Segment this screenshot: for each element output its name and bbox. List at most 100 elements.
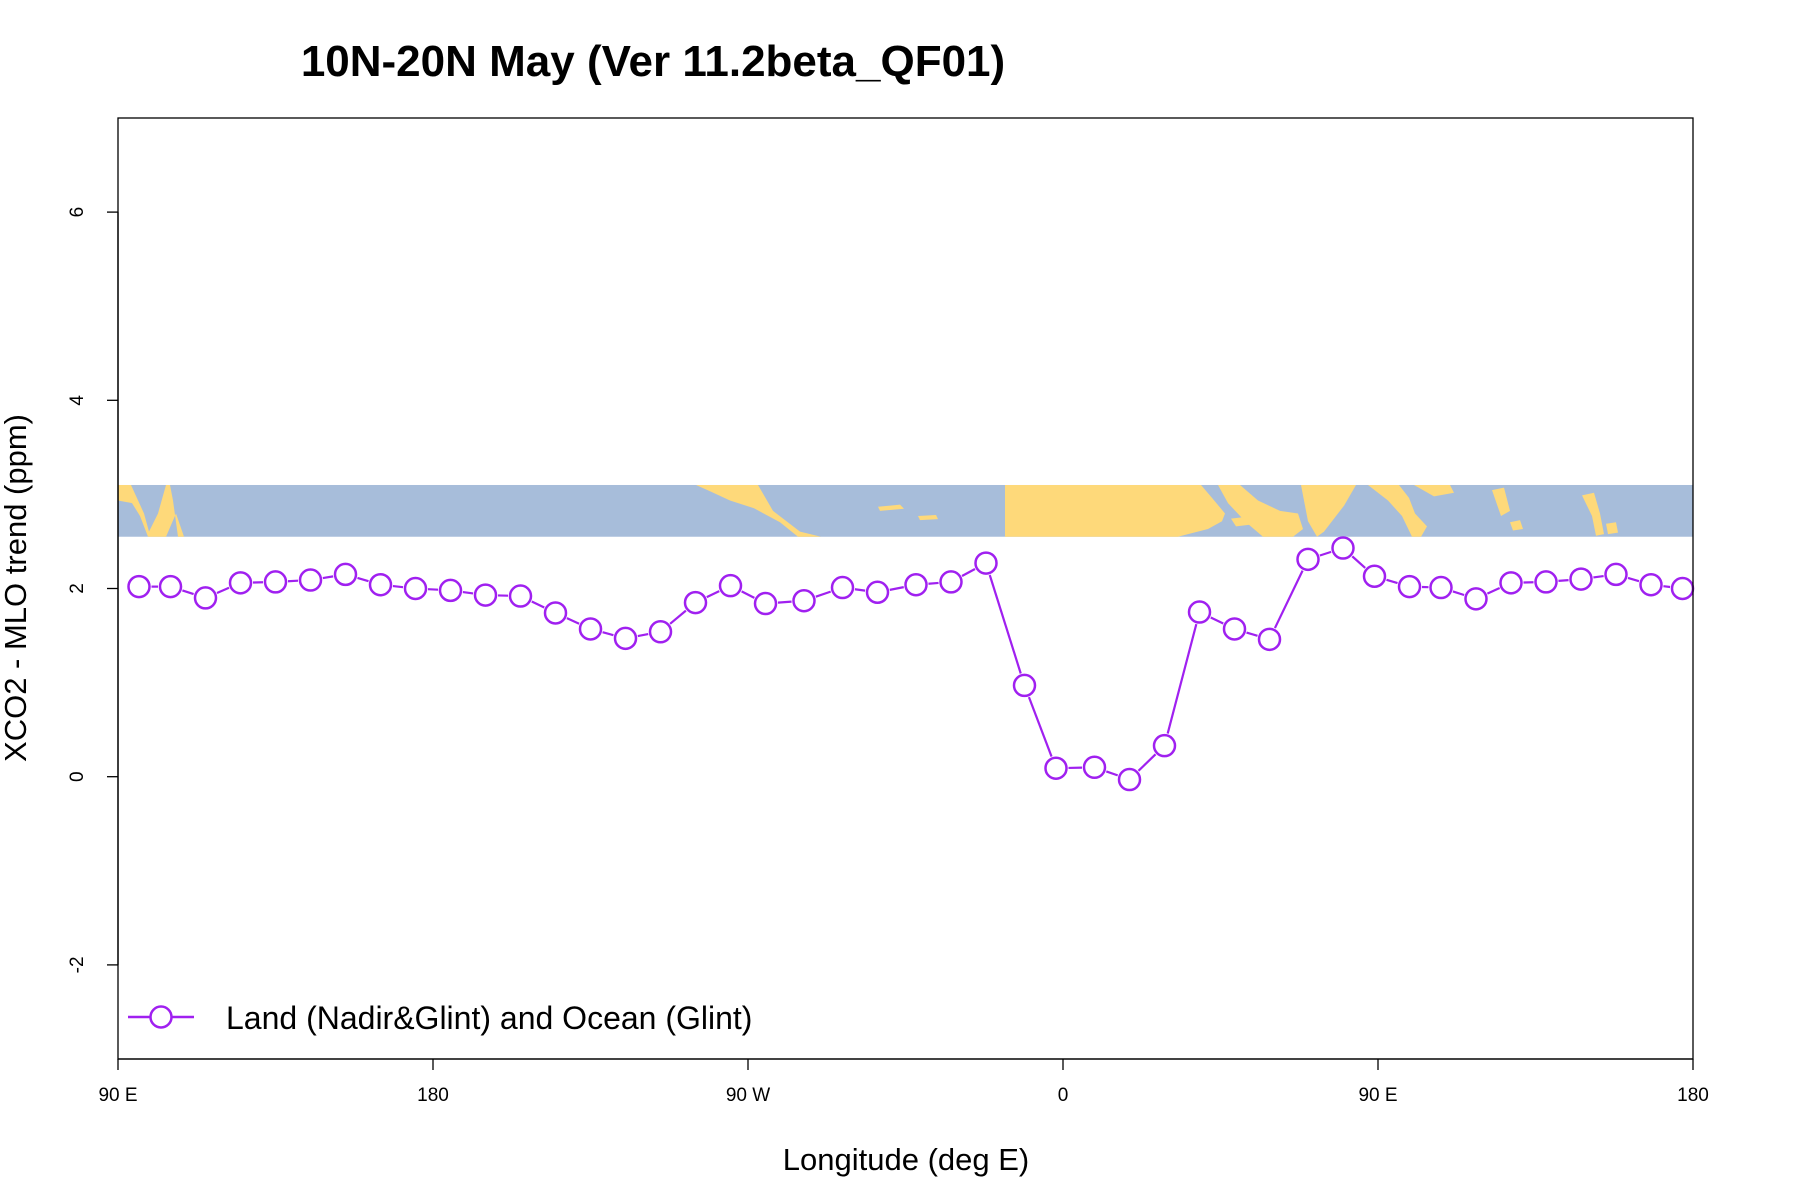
land-ocean-map-strip (118, 484, 1693, 537)
series-line-segment (1105, 770, 1119, 777)
land-shape (918, 515, 938, 521)
data-point (1044, 756, 1068, 780)
data-point (263, 570, 288, 594)
series-line-segment (928, 581, 939, 585)
land-shape (1301, 484, 1356, 537)
data-point (1082, 755, 1107, 780)
x-tick-label: 0 (1058, 1085, 1069, 1106)
series-line-segment (322, 575, 334, 580)
plot-area (127, 536, 1695, 792)
land-shape (1606, 522, 1618, 535)
chart-title: 10N-20N May (Ver 11.2beta_QF01) (301, 37, 1005, 86)
data-point (193, 586, 218, 610)
data-point (1499, 571, 1523, 595)
land-shape (1492, 487, 1510, 517)
data-point (403, 576, 428, 601)
data-point (613, 626, 638, 651)
series-line-segment (392, 584, 404, 589)
data-point (473, 583, 498, 607)
ocean-band (118, 484, 1693, 537)
data-point (1464, 587, 1488, 611)
data-point (1429, 575, 1453, 600)
x-tick-label: 180 (417, 1085, 449, 1106)
data-point (543, 601, 568, 625)
series-line-segment (1027, 696, 1053, 757)
data-point (1152, 733, 1177, 758)
x-tick-label: 180 (1677, 1085, 1709, 1106)
series-line-segment (566, 617, 580, 625)
data-point (1331, 536, 1355, 560)
land-shape (1582, 492, 1604, 536)
series-line-segment (531, 600, 545, 609)
land-shape (1218, 484, 1303, 537)
data-point (1534, 570, 1558, 594)
data-point (1187, 600, 1212, 624)
data-point (438, 578, 463, 603)
series-0 (127, 536, 1695, 792)
series-line-segment (427, 588, 439, 591)
series-line-segment (777, 600, 792, 604)
data-point (228, 571, 253, 595)
data-point (939, 570, 963, 594)
x-tick-label: 90 E (98, 1085, 137, 1106)
data-point (1012, 673, 1037, 698)
series-line-segment (1452, 590, 1465, 597)
data-point (158, 574, 183, 599)
series-line-segment (706, 590, 720, 599)
x-tick-label: 90 E (1358, 1085, 1397, 1106)
land-shape (118, 484, 184, 537)
series-line-segment (1663, 585, 1671, 589)
data-point (904, 572, 928, 597)
data-point (648, 620, 673, 644)
series-line-segment (1558, 578, 1569, 583)
legend-marker (149, 1005, 173, 1029)
data-point (865, 580, 890, 605)
y-tick-label: -2 (67, 956, 88, 973)
series-line-segment (1166, 623, 1198, 734)
series-line-segment (287, 579, 299, 583)
data-point (1639, 572, 1663, 597)
y-tick-label: 0 (67, 771, 88, 782)
series-line-segment (1137, 753, 1157, 772)
data-point (1222, 617, 1247, 641)
series-line-segment (1273, 570, 1304, 629)
series-line-segment (854, 588, 866, 592)
legend-label: Land (Nadir&Glint) and Ocean (Glint) (226, 1000, 752, 1036)
land-shape (696, 484, 821, 537)
series-line-segment (1386, 578, 1398, 585)
series-line-segment (1593, 574, 1604, 579)
series-line-segment (1486, 587, 1501, 595)
y-tick-label: 4 (67, 395, 88, 406)
series-line-segment (669, 609, 687, 625)
land-shape (1368, 484, 1427, 537)
data-point (1569, 567, 1593, 591)
series-line-segment (637, 633, 649, 638)
series-line-segment (961, 568, 976, 577)
data-point (683, 590, 708, 615)
data-point (368, 572, 393, 597)
y-axis: -2 0 2 4 6 (67, 207, 119, 973)
data-point (298, 568, 323, 592)
land-shape (1005, 484, 1225, 537)
data-point (830, 575, 855, 600)
data-point (718, 573, 743, 598)
land-shape (878, 504, 904, 511)
legend: Land (Nadir&Glint) and Ocean (Glint) (128, 1000, 752, 1036)
y-tick-label: 6 (67, 207, 88, 218)
series-line-segment (602, 631, 614, 637)
land-shape (1414, 484, 1454, 497)
series-line-segment (182, 589, 194, 596)
land-shape (1231, 516, 1258, 527)
data-point (1604, 562, 1628, 587)
data-point (1257, 627, 1282, 652)
data-point (1670, 576, 1695, 601)
x-axis-label: Longitude (deg E) (783, 1142, 1029, 1177)
data-point (753, 591, 778, 616)
data-point (578, 617, 603, 641)
series-line-segment (1627, 576, 1640, 583)
series-line-segment (741, 590, 755, 599)
data-point (508, 584, 533, 608)
x-tick-label: 90 W (726, 1085, 770, 1106)
data-point (127, 574, 151, 599)
